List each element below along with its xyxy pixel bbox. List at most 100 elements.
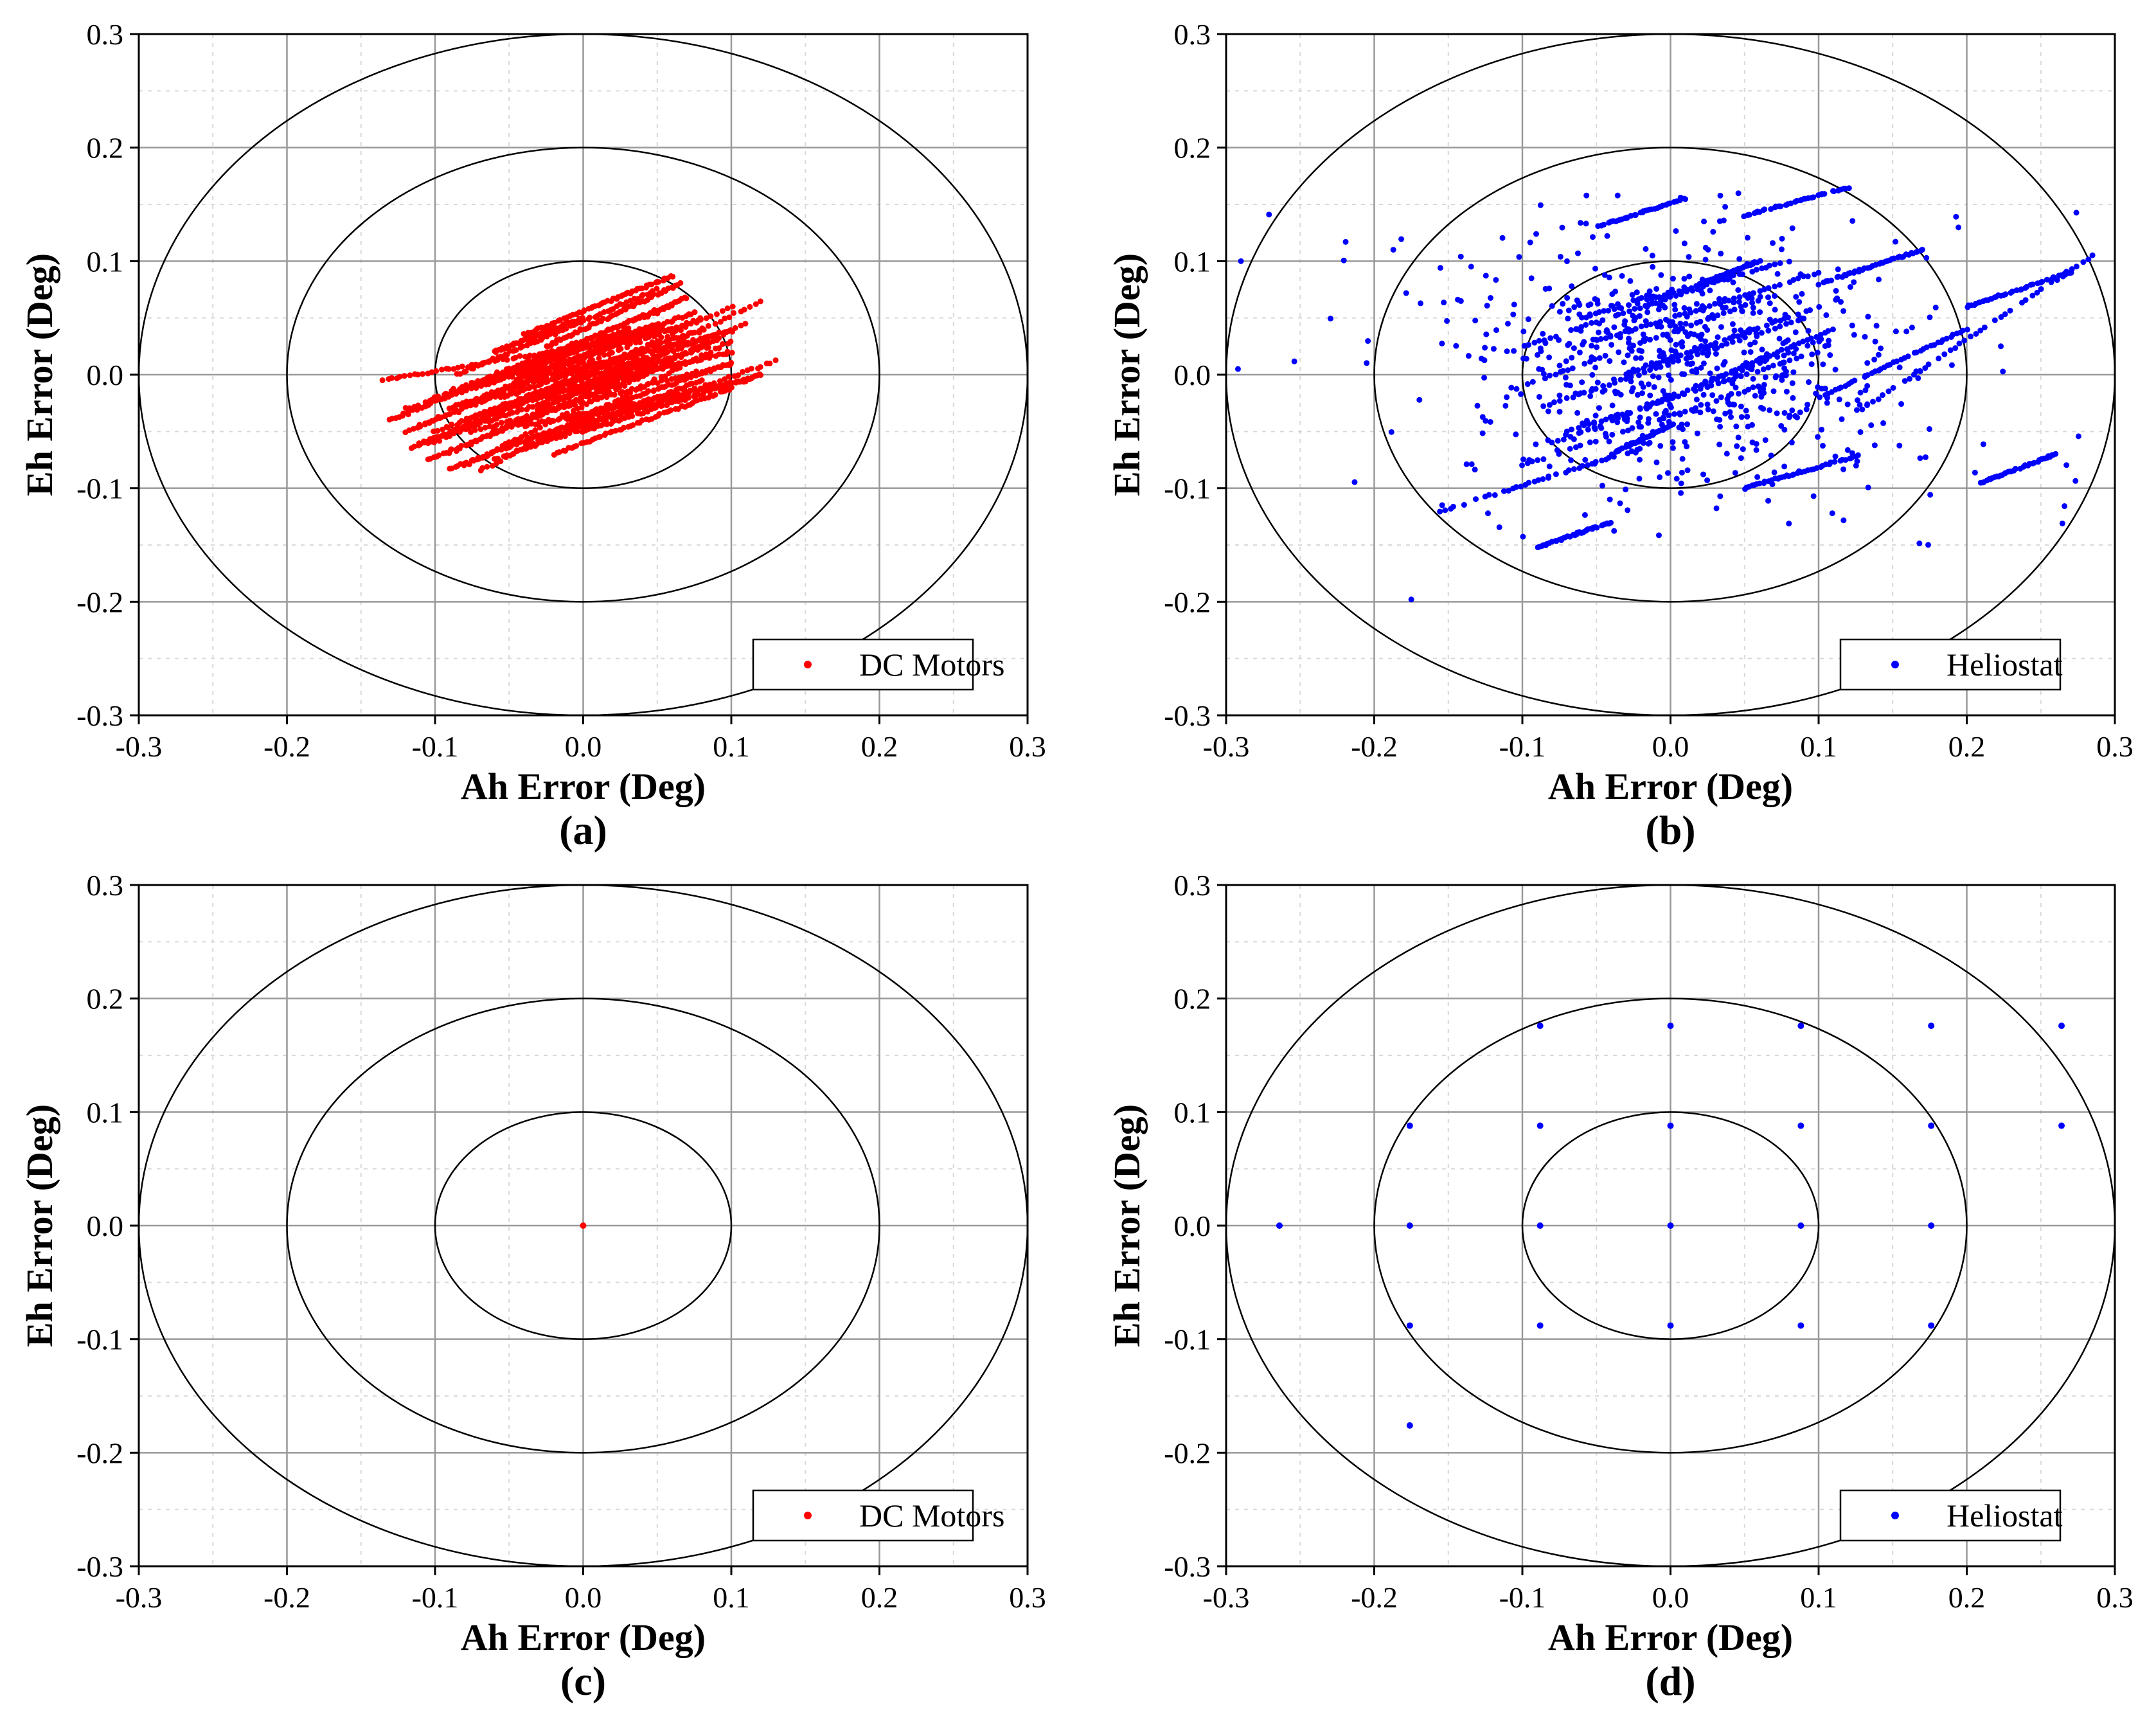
data-point <box>1492 492 1498 498</box>
data-point <box>697 316 704 323</box>
data-point <box>1777 260 1783 267</box>
data-point <box>1947 347 1954 353</box>
data-point <box>1564 294 1571 301</box>
data-point <box>526 375 532 381</box>
data-point <box>609 378 615 384</box>
data-point <box>457 371 463 377</box>
y-tick-label: 0.0 <box>87 359 124 391</box>
data-point <box>1628 348 1635 354</box>
data-point <box>2059 520 2065 526</box>
data-point <box>1490 346 1497 352</box>
data-point <box>1922 454 1929 460</box>
data-point <box>1722 304 1729 310</box>
data-point <box>1341 257 1347 264</box>
legend-label: DC Motors <box>859 647 1004 683</box>
data-point <box>1579 463 1585 469</box>
data-point <box>1927 492 1934 498</box>
data-point <box>1693 382 1699 389</box>
data-point <box>544 398 551 404</box>
data-point <box>701 389 708 395</box>
data-point <box>1535 457 1541 463</box>
data-point <box>1560 436 1567 443</box>
data-point <box>713 337 720 344</box>
data-point <box>1681 371 1688 377</box>
data-point <box>1739 308 1745 314</box>
data-point <box>1590 234 1596 240</box>
data-point <box>615 380 621 387</box>
data-point <box>1700 307 1706 314</box>
data-point <box>1686 306 1693 312</box>
data-point <box>1700 360 1707 366</box>
data-point <box>1875 352 1882 358</box>
data-point <box>1551 399 1558 406</box>
data-point <box>1925 542 1931 548</box>
data-point <box>620 379 627 385</box>
data-point <box>598 347 604 353</box>
data-point <box>1511 348 1517 354</box>
data-point <box>1715 380 1722 387</box>
data-point <box>1776 335 1783 342</box>
data-point <box>1608 519 1614 526</box>
data-point <box>1672 313 1679 319</box>
data-point <box>1778 346 1785 353</box>
data-point <box>1609 402 1616 409</box>
data-point <box>1917 368 1923 375</box>
data-point <box>1796 299 1803 305</box>
data-point <box>645 380 652 387</box>
data-point <box>1493 327 1500 334</box>
data-point <box>1857 429 1864 435</box>
data-point <box>1605 329 1611 335</box>
data-point <box>1761 206 1768 213</box>
data-point <box>1745 386 1752 393</box>
data-point <box>1953 213 1959 220</box>
data-point <box>740 368 746 375</box>
data-point <box>1563 358 1569 364</box>
data-point <box>1789 380 1795 386</box>
data-point <box>1917 455 1923 461</box>
data-point <box>1684 443 1690 450</box>
data-point <box>604 366 610 373</box>
data-point <box>735 372 742 379</box>
data-point <box>1707 287 1713 294</box>
data-point <box>498 420 504 426</box>
data-point <box>1670 276 1676 282</box>
data-point <box>1479 430 1486 436</box>
data-point <box>544 379 551 385</box>
data-point <box>664 349 671 355</box>
data-point <box>1991 317 1998 323</box>
data-point <box>1699 276 1706 283</box>
data-point <box>1799 290 1805 297</box>
x-tick-label: 0.2 <box>1948 730 1986 763</box>
data-point <box>1710 229 1716 235</box>
data-point <box>526 352 533 359</box>
data-point <box>719 341 726 347</box>
data-point <box>612 427 619 434</box>
data-point <box>1668 404 1674 411</box>
data-point <box>472 427 478 433</box>
data-point <box>1578 390 1584 397</box>
data-point <box>1717 424 1724 430</box>
data-point <box>1582 457 1589 463</box>
data-point <box>1617 500 1623 506</box>
data-point <box>1835 266 1841 273</box>
data-point <box>1650 264 1656 270</box>
data-point <box>567 427 574 433</box>
y-tick-label: -0.2 <box>76 1436 123 1469</box>
data-point <box>1832 366 1839 373</box>
data-point <box>1816 303 1822 310</box>
data-point <box>1664 359 1671 365</box>
data-point <box>1562 374 1569 380</box>
data-point <box>1792 329 1799 335</box>
data-point <box>1973 330 1979 337</box>
data-point <box>1804 402 1811 408</box>
data-point <box>669 360 675 366</box>
data-point <box>1842 457 1849 463</box>
data-point <box>1916 541 1923 547</box>
data-point <box>1844 401 1851 407</box>
data-point <box>400 410 407 416</box>
data-point <box>1537 345 1544 352</box>
data-point <box>1819 426 1825 433</box>
data-point <box>524 359 531 365</box>
data-point <box>691 309 698 316</box>
data-point <box>1577 220 1583 226</box>
